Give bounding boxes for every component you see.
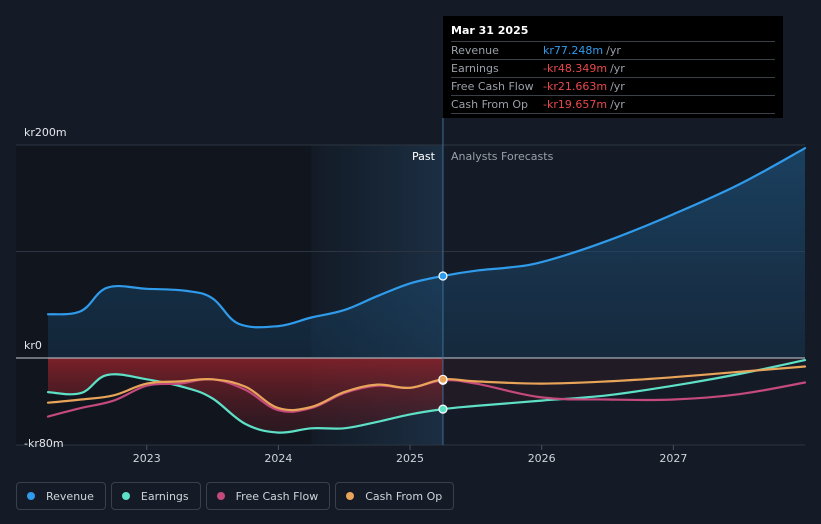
legend-label: Earnings: [140, 489, 189, 503]
tooltip-row-free-cash-flow: Free Cash Flow -kr21.663m/yr: [451, 77, 775, 95]
tooltip-unit: /yr: [610, 98, 625, 111]
y-tick-label: kr0: [24, 339, 42, 352]
legend-item-free-cash-flow[interactable]: Free Cash Flow: [205, 482, 331, 510]
revenue-area: [48, 148, 805, 358]
legend-label: Revenue: [46, 489, 94, 503]
forecast-negative-area: [48, 358, 805, 433]
legend-dot-icon: [121, 492, 130, 500]
tooltip: Mar 31 2025 Revenue kr77.248m/yr Earnings -…: [443, 16, 783, 118]
tooltip-label: Revenue: [451, 44, 499, 57]
revenue-line: [46, 147, 807, 329]
cash-from-op-line: [46, 365, 807, 412]
forecast-label: Analysts Forecasts: [451, 150, 554, 163]
x-tick-label: 2027: [659, 452, 687, 465]
legend-dot-icon: [346, 492, 355, 500]
earnings-line: [46, 359, 807, 434]
legend-dot-icon: [216, 492, 225, 500]
legend-item-earnings[interactable]: Earnings: [110, 482, 201, 510]
tooltip-unit: /yr: [610, 80, 625, 93]
tooltip-value: -kr21.663m: [543, 80, 608, 93]
tooltip-rows: Revenue kr77.248m/yr Earnings -kr48.349m/yr…: [451, 41, 775, 114]
x-tick-label: 2026: [528, 452, 556, 465]
y-tick-label: kr200m: [24, 126, 67, 139]
x-tick-label: 2023: [133, 452, 161, 465]
financials-chart: kr200m kr0 -kr80m 2023 2024 2025 2026 2027 Past…: [16, 118, 807, 465]
current-markers: [438, 271, 448, 414]
tooltip-label: Free Cash Flow: [451, 80, 534, 93]
tooltip-unit: /yr: [606, 44, 621, 57]
y-tick-label: -kr80m: [24, 437, 64, 450]
tooltip-label: Earnings: [451, 62, 499, 75]
legend: Revenue Earnings Free Cash Flow Cash From O…: [16, 482, 455, 510]
earnings-marker[interactable]: [438, 404, 448, 414]
x-tick-label: 2024: [264, 452, 292, 465]
legend-label: Cash From Op: [365, 489, 443, 503]
tooltip-value: -kr48.349m: [543, 62, 608, 75]
x-tick-label: 2025: [396, 452, 424, 465]
tooltip-row-cash-from-op: Cash From Op -kr19.657m/yr: [451, 95, 775, 114]
tooltip-row-revenue: Revenue kr77.248m/yr: [451, 41, 775, 59]
legend-item-cash-from-op[interactable]: Cash From Op: [335, 482, 455, 510]
legend-label: Free Cash Flow: [235, 489, 319, 503]
tooltip-unit: /yr: [610, 62, 625, 75]
past-label: Past: [412, 150, 436, 163]
tooltip-row-earnings: Earnings -kr48.349m/yr: [451, 59, 775, 77]
legend-dot-icon: [27, 492, 35, 500]
legend-item-revenue[interactable]: Revenue: [16, 482, 106, 510]
tooltip-value: -kr19.657m: [543, 98, 608, 111]
tooltip-date: Mar 31 2025: [451, 24, 529, 37]
negative-area: [48, 358, 443, 433]
revenue-marker[interactable]: [438, 271, 448, 281]
tooltip-value: kr77.248m: [543, 44, 604, 57]
tooltip-label: Cash From Op: [451, 98, 529, 111]
axis-labels: kr200m kr0 -kr80m 2023 2024 2025 2026 2027: [24, 126, 687, 465]
series-lines: [46, 147, 807, 434]
area-fills: [48, 148, 805, 433]
cash-from-op-marker[interactable]: [438, 374, 448, 384]
